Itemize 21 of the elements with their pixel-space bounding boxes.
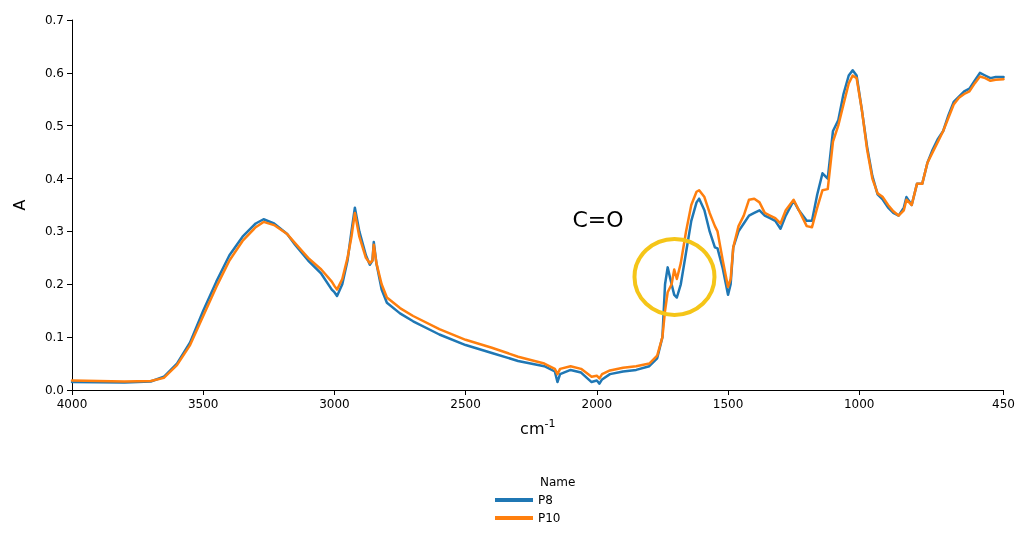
- x-tick-label: 1500: [712, 397, 744, 411]
- x-tick-label: 4000: [56, 397, 88, 411]
- y-tick-label: 0.4: [44, 171, 64, 186]
- x-tick-label: 450: [992, 397, 1015, 411]
- y-tick-label: 0.1: [44, 330, 64, 345]
- x-tick-label: 2000: [581, 397, 613, 411]
- x-tick-label: 1000: [843, 397, 875, 411]
- legend-label: P10: [538, 511, 561, 525]
- y-tick-label: 0.5: [44, 118, 64, 133]
- x-tick-label: 3000: [319, 397, 350, 411]
- y-tick-label: 0.3: [44, 224, 64, 239]
- y-tick-label: 0.7: [44, 13, 64, 27]
- y-tick-label: 0.6: [44, 65, 64, 80]
- annotation: C=O: [572, 206, 624, 232]
- legend-title: Name: [540, 475, 576, 489]
- legend-label: P8: [538, 493, 553, 507]
- x-tick-label: 2500: [450, 397, 481, 411]
- y-tick-label: 0.0: [44, 383, 64, 397]
- x-tick-label: 3500: [187, 397, 219, 411]
- y-tick-label: 0.2: [44, 277, 64, 292]
- y-axis-title: A: [9, 199, 29, 211]
